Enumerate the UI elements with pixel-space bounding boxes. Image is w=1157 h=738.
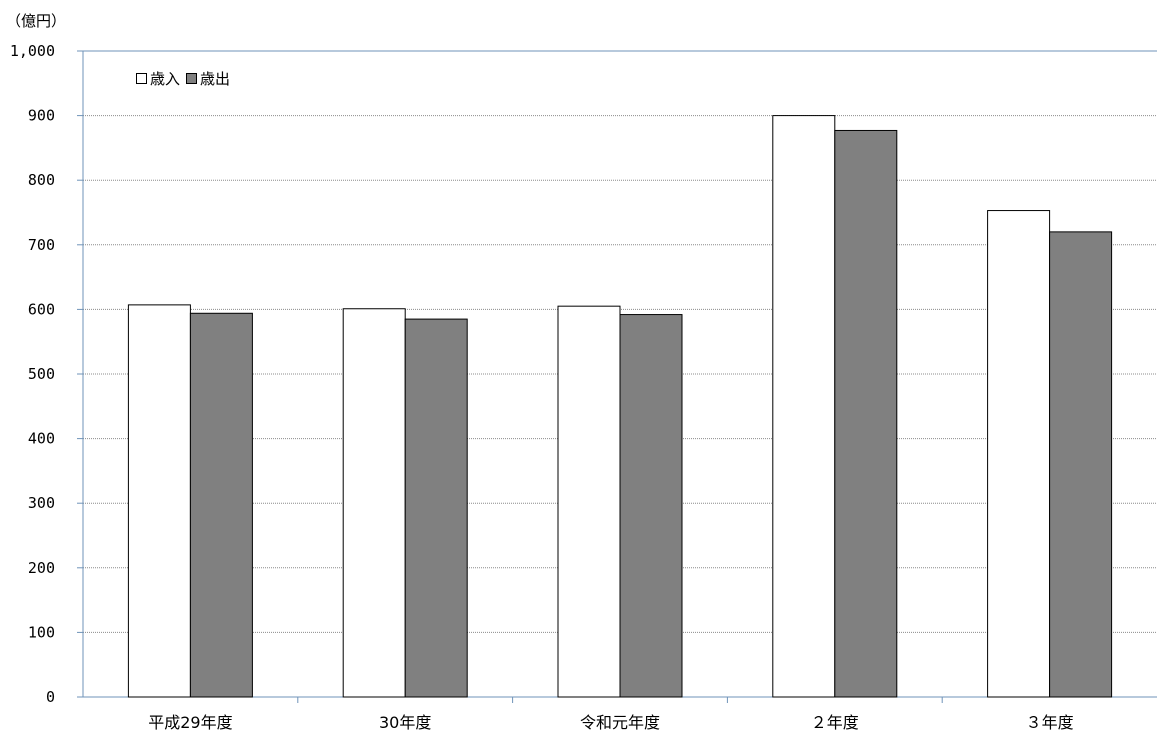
bar-revenue bbox=[557, 305, 621, 698]
y-tick-label: 300 bbox=[28, 494, 55, 512]
y-tick-label: 1,000 bbox=[10, 42, 55, 60]
bar-expenditure bbox=[834, 129, 898, 698]
y-tick-label: 400 bbox=[28, 430, 55, 448]
legend-label-revenue: 歳入 bbox=[150, 70, 181, 88]
legend-item-revenue: 歳入 bbox=[136, 68, 180, 89]
bar-expenditure bbox=[1049, 231, 1113, 698]
y-tick-label: 200 bbox=[28, 559, 55, 577]
bar-revenue bbox=[987, 210, 1051, 698]
y-tick-label: 500 bbox=[28, 365, 55, 383]
bar-revenue bbox=[772, 115, 836, 698]
x-category-label: 平成29年度 bbox=[148, 713, 232, 732]
x-category-label: ２年度 bbox=[811, 713, 859, 732]
x-category-label: 令和元年度 bbox=[580, 713, 660, 732]
bar-expenditure bbox=[619, 314, 683, 698]
bar-expenditure bbox=[404, 318, 468, 698]
legend-swatch-expenditure bbox=[186, 73, 198, 84]
x-category-label: ３年度 bbox=[1026, 713, 1074, 732]
legend-swatch-revenue bbox=[136, 73, 147, 84]
y-tick-label: 600 bbox=[28, 300, 55, 318]
bar-revenue bbox=[342, 308, 406, 698]
legend: 歳入 歳出 bbox=[136, 68, 236, 89]
y-tick-label: 900 bbox=[28, 107, 55, 125]
bar-revenue bbox=[127, 304, 191, 698]
y-tick-label: 100 bbox=[28, 623, 55, 641]
x-category-label: 30年度 bbox=[379, 713, 431, 732]
legend-label-expenditure: 歳出 bbox=[200, 70, 231, 88]
y-tick-label: 800 bbox=[28, 171, 55, 189]
y-tick-label: 0 bbox=[46, 688, 55, 706]
bar-expenditure bbox=[189, 312, 253, 698]
legend-item-expenditure: 歳出 bbox=[186, 68, 230, 89]
y-tick-label: 700 bbox=[28, 236, 55, 254]
y-axis-unit-label: （億円） bbox=[6, 12, 67, 30]
